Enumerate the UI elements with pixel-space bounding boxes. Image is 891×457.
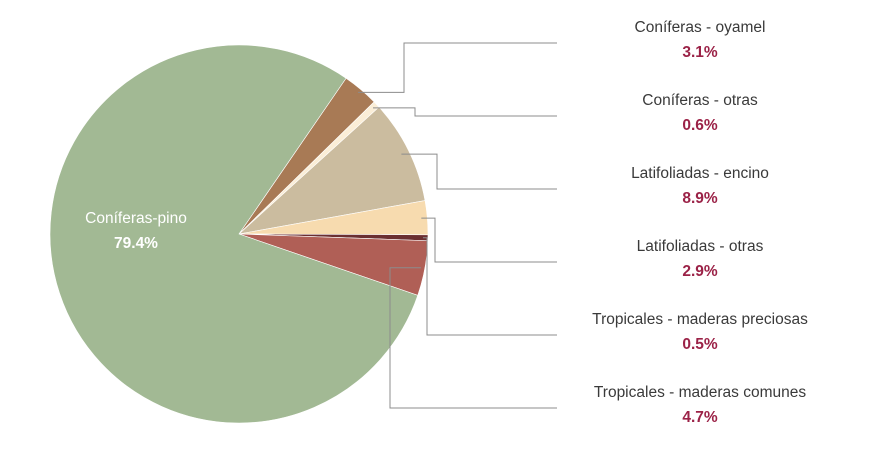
slice-value-latifoliadas-otras: 2.9% [682,263,718,280]
leader-line-coniferas-oyamel [358,42,557,93]
slice-labels: Coníferas - oyamel 3.1% Coníferas - otras 0… [85,19,808,426]
leader-line-latifoliadas-otras [421,217,557,263]
leader-line-tropicales-maderas-comunes [389,267,557,409]
leader-lines [358,42,557,409]
leader-line-coniferas-otras [373,107,557,117]
slice-value-tropicales-maderas-comunes: 4.7% [682,409,718,426]
slice-label-latifoliadas-encino: Latifoliadas - encino [631,165,769,182]
slice-label-tropicales-maderas-preciosas: Tropicales - maderas preciosas [592,311,808,328]
slice-value-coniferas-pino: 79.4% [114,235,158,252]
slice-value-tropicales-maderas-preciosas: 0.5% [682,336,718,353]
leader-line-latifoliadas-encino [401,153,557,190]
slice-value-coniferas-oyamel: 3.1% [682,44,718,61]
leader-line-tropicales-maderas-preciosas [423,237,557,336]
slice-label-coniferas-oyamel: Coníferas - oyamel [635,19,766,36]
slice-value-coniferas-otras: 0.6% [682,117,718,134]
slice-value-latifoliadas-encino: 8.9% [682,190,718,207]
pie-slices [49,44,429,424]
pie-slice-coniferas-pino [49,44,419,424]
pie-slice-latifoliadas-encino [238,106,426,235]
slice-label-latifoliadas-otras: Latifoliadas - otras [637,238,764,255]
slice-label-coniferas-pino: Coníferas-pino [85,210,187,227]
slice-label-tropicales-maderas-comunes: Tropicales - maderas comunes [594,384,806,401]
slice-label-coniferas-otras: Coníferas - otras [642,92,758,109]
